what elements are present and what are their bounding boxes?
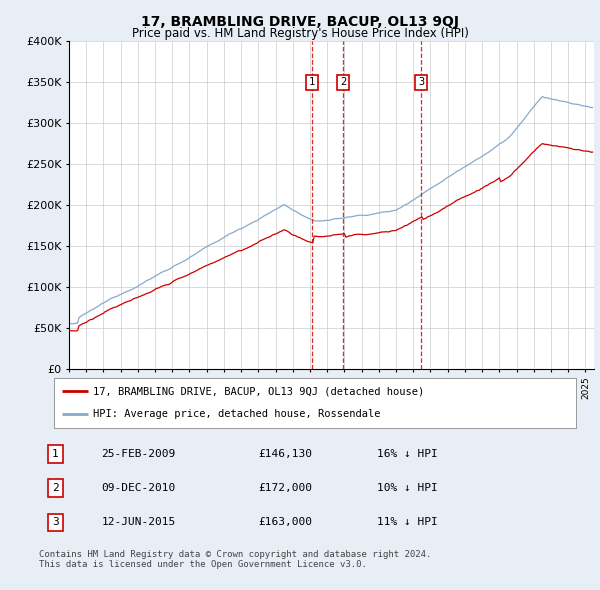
Text: £163,000: £163,000 bbox=[258, 517, 312, 527]
Text: 2: 2 bbox=[52, 483, 59, 493]
Text: 3: 3 bbox=[418, 77, 424, 87]
Text: 17, BRAMBLING DRIVE, BACUP, OL13 9QJ (detached house): 17, BRAMBLING DRIVE, BACUP, OL13 9QJ (de… bbox=[93, 386, 424, 396]
Text: 2: 2 bbox=[340, 77, 346, 87]
Text: £172,000: £172,000 bbox=[258, 483, 312, 493]
Text: Price paid vs. HM Land Registry's House Price Index (HPI): Price paid vs. HM Land Registry's House … bbox=[131, 27, 469, 40]
Text: HPI: Average price, detached house, Rossendale: HPI: Average price, detached house, Ross… bbox=[93, 409, 380, 419]
Text: Contains HM Land Registry data © Crown copyright and database right 2024.
This d: Contains HM Land Registry data © Crown c… bbox=[39, 550, 431, 569]
Text: 1: 1 bbox=[309, 77, 315, 87]
Text: 11% ↓ HPI: 11% ↓ HPI bbox=[377, 517, 437, 527]
Text: 09-DEC-2010: 09-DEC-2010 bbox=[101, 483, 176, 493]
Text: 16% ↓ HPI: 16% ↓ HPI bbox=[377, 450, 437, 459]
Text: 3: 3 bbox=[52, 517, 59, 527]
Text: 12-JUN-2015: 12-JUN-2015 bbox=[101, 517, 176, 527]
Text: 10% ↓ HPI: 10% ↓ HPI bbox=[377, 483, 437, 493]
Text: 1: 1 bbox=[52, 450, 59, 459]
Text: £146,130: £146,130 bbox=[258, 450, 312, 459]
Text: 25-FEB-2009: 25-FEB-2009 bbox=[101, 450, 176, 459]
Text: 17, BRAMBLING DRIVE, BACUP, OL13 9QJ: 17, BRAMBLING DRIVE, BACUP, OL13 9QJ bbox=[141, 15, 459, 29]
